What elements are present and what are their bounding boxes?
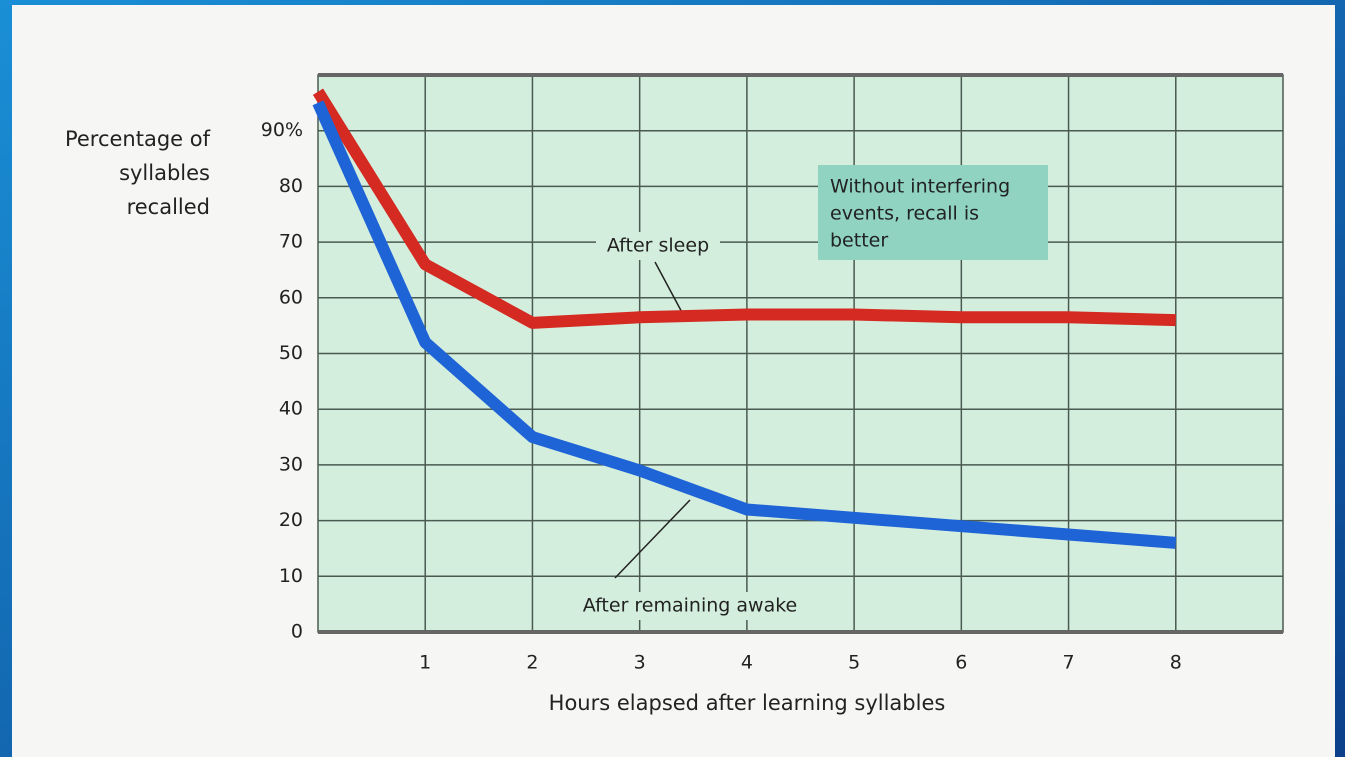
- x-tick-label: 8: [1170, 652, 1182, 674]
- annotation-box: [818, 165, 1048, 260]
- y-tick-label: 50: [279, 342, 303, 364]
- series-line: [312, 100, 1177, 549]
- annotation: Without interfering: [830, 176, 1010, 198]
- y-tick-label: 60: [279, 286, 303, 308]
- x-tick-label: 1: [419, 652, 431, 674]
- y-tick-label: 70: [279, 231, 303, 253]
- y-tick-label: 90%: [261, 119, 303, 141]
- y-axis-label: recalled: [127, 195, 210, 219]
- y-tick-label: 80: [279, 175, 303, 197]
- x-tick-label: 7: [1063, 652, 1075, 674]
- annotation: events, recall is: [830, 203, 979, 225]
- y-tick-label: 20: [279, 509, 303, 531]
- chart-group: 0 10 20 30 40 50 60 70 80 90% 1 2 3 4 5 6 7 8 Percentage o…: [65, 73, 1284, 715]
- series-label-bg: [562, 592, 818, 620]
- x-axis-label: Hours elapsed after learning syllables: [549, 691, 946, 715]
- x-tick-label: 4: [741, 652, 753, 674]
- y-tick-label: 30: [279, 453, 303, 475]
- annotation: better: [830, 230, 888, 252]
- series-line: [312, 88, 1176, 329]
- y-tick-label: 0: [291, 621, 303, 643]
- series-label-bg: [596, 232, 720, 260]
- x-tick-label: 3: [634, 652, 646, 674]
- y-axis-label: Percentage of: [65, 127, 211, 151]
- series-label: After sleep: [607, 235, 709, 257]
- series-label: After remaining awake: [583, 595, 797, 617]
- leader-line: [654, 261, 686, 319]
- leader-line: [614, 499, 691, 579]
- y-tick-label: 40: [279, 398, 303, 420]
- y-axis-label: syllables: [119, 161, 210, 185]
- y-tick-label: 10: [279, 565, 303, 587]
- x-tick-label: 5: [848, 652, 860, 674]
- x-tick-label: 2: [526, 652, 538, 674]
- x-tick-label: 6: [955, 652, 967, 674]
